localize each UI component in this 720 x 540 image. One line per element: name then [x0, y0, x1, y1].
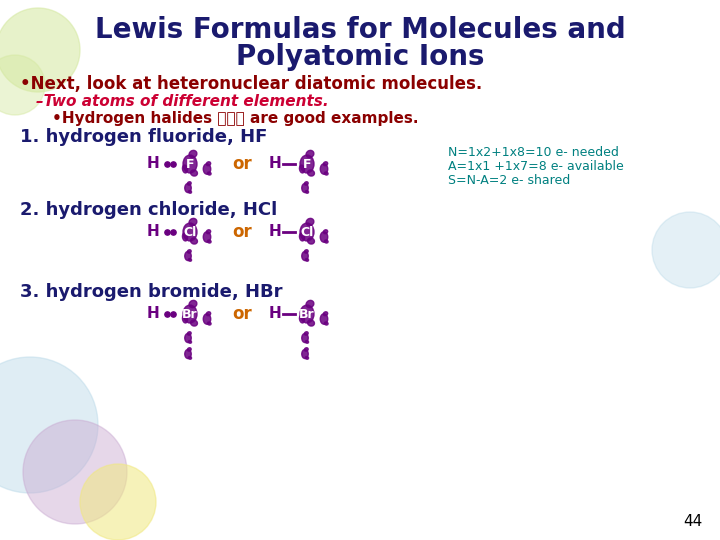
Ellipse shape [300, 315, 305, 323]
Text: A=1x1 +1x7=8 e- available: A=1x1 +1x7=8 e- available [448, 160, 624, 173]
Ellipse shape [191, 238, 197, 244]
Ellipse shape [187, 182, 192, 185]
Ellipse shape [185, 349, 192, 359]
Ellipse shape [300, 165, 305, 173]
Ellipse shape [323, 230, 328, 234]
Ellipse shape [325, 240, 328, 243]
Text: Cl: Cl [184, 226, 197, 239]
Ellipse shape [207, 230, 211, 234]
Ellipse shape [203, 314, 211, 324]
Ellipse shape [189, 191, 192, 193]
Text: •Hydrogen halides 齵化氪 are good examples.: •Hydrogen halides 齵化氪 are good examples. [52, 111, 418, 125]
Circle shape [80, 464, 156, 540]
Ellipse shape [191, 320, 197, 326]
Ellipse shape [305, 191, 309, 193]
Ellipse shape [182, 315, 187, 323]
Ellipse shape [183, 223, 197, 241]
Text: or: or [232, 223, 252, 241]
Text: or: or [232, 155, 252, 173]
Ellipse shape [189, 150, 197, 158]
Text: F: F [186, 158, 194, 171]
Ellipse shape [302, 349, 308, 359]
Text: H: H [269, 307, 282, 321]
Ellipse shape [207, 162, 211, 166]
Ellipse shape [185, 252, 192, 261]
Ellipse shape [185, 184, 192, 193]
Ellipse shape [191, 170, 197, 176]
Ellipse shape [187, 332, 192, 335]
Ellipse shape [300, 233, 305, 241]
Text: H: H [269, 157, 282, 172]
Ellipse shape [305, 182, 308, 185]
Ellipse shape [187, 348, 192, 351]
Text: Br: Br [300, 307, 315, 321]
Ellipse shape [189, 356, 192, 359]
Ellipse shape [300, 155, 314, 173]
Ellipse shape [323, 312, 328, 316]
Ellipse shape [307, 170, 315, 176]
Text: 3. hydrogen bromide, HBr: 3. hydrogen bromide, HBr [20, 283, 282, 301]
Ellipse shape [189, 300, 197, 308]
Text: •Next, look at heteronuclear diatomic molecules.: •Next, look at heteronuclear diatomic mo… [20, 75, 482, 93]
Circle shape [652, 212, 720, 288]
Ellipse shape [305, 348, 308, 351]
Text: Lewis Formulas for Molecules and: Lewis Formulas for Molecules and [94, 16, 626, 44]
Text: or: or [232, 305, 252, 323]
Text: H: H [269, 225, 282, 240]
Text: –Two atoms of different elements.: –Two atoms of different elements. [36, 93, 328, 109]
Ellipse shape [305, 341, 309, 343]
Ellipse shape [300, 223, 314, 241]
Ellipse shape [182, 165, 187, 173]
Ellipse shape [207, 172, 211, 175]
Ellipse shape [189, 341, 192, 343]
Ellipse shape [189, 259, 192, 261]
Ellipse shape [320, 314, 328, 324]
Text: F: F [302, 158, 311, 171]
Ellipse shape [300, 305, 314, 323]
Ellipse shape [325, 322, 328, 325]
Ellipse shape [207, 312, 211, 316]
Ellipse shape [182, 233, 187, 241]
Ellipse shape [183, 305, 197, 323]
Ellipse shape [306, 150, 314, 158]
Ellipse shape [320, 164, 328, 174]
Text: N=1x2+1x8=10 e- needed: N=1x2+1x8=10 e- needed [448, 146, 619, 159]
Circle shape [0, 8, 80, 92]
Ellipse shape [203, 164, 211, 174]
Circle shape [0, 55, 45, 115]
Text: Cl: Cl [300, 226, 314, 239]
Text: 2. hydrogen chloride, HCl: 2. hydrogen chloride, HCl [20, 201, 277, 219]
Ellipse shape [203, 232, 211, 242]
Ellipse shape [302, 252, 308, 261]
Ellipse shape [302, 184, 308, 193]
Text: Polyatomic Ions: Polyatomic Ions [235, 43, 485, 71]
Ellipse shape [325, 172, 328, 175]
Ellipse shape [305, 356, 309, 359]
Ellipse shape [307, 320, 315, 326]
Text: H: H [147, 225, 159, 240]
Ellipse shape [305, 259, 309, 261]
Text: Br: Br [182, 307, 198, 321]
Text: 1. hydrogen fluoride, HF: 1. hydrogen fluoride, HF [20, 128, 267, 146]
Text: H: H [147, 157, 159, 172]
Ellipse shape [185, 333, 192, 342]
Ellipse shape [305, 249, 308, 253]
Ellipse shape [187, 249, 192, 253]
Circle shape [23, 420, 127, 524]
Ellipse shape [207, 322, 211, 325]
Ellipse shape [306, 218, 314, 226]
Ellipse shape [189, 218, 197, 226]
Ellipse shape [323, 162, 328, 166]
Text: S=N-A=2 e- shared: S=N-A=2 e- shared [448, 174, 570, 187]
Ellipse shape [305, 332, 308, 335]
Ellipse shape [183, 155, 197, 173]
Circle shape [0, 357, 98, 493]
Ellipse shape [320, 232, 328, 242]
Text: H: H [147, 307, 159, 321]
Text: 44: 44 [684, 515, 703, 530]
Ellipse shape [302, 333, 308, 342]
Ellipse shape [307, 238, 315, 244]
Ellipse shape [207, 240, 211, 243]
Ellipse shape [306, 300, 314, 308]
